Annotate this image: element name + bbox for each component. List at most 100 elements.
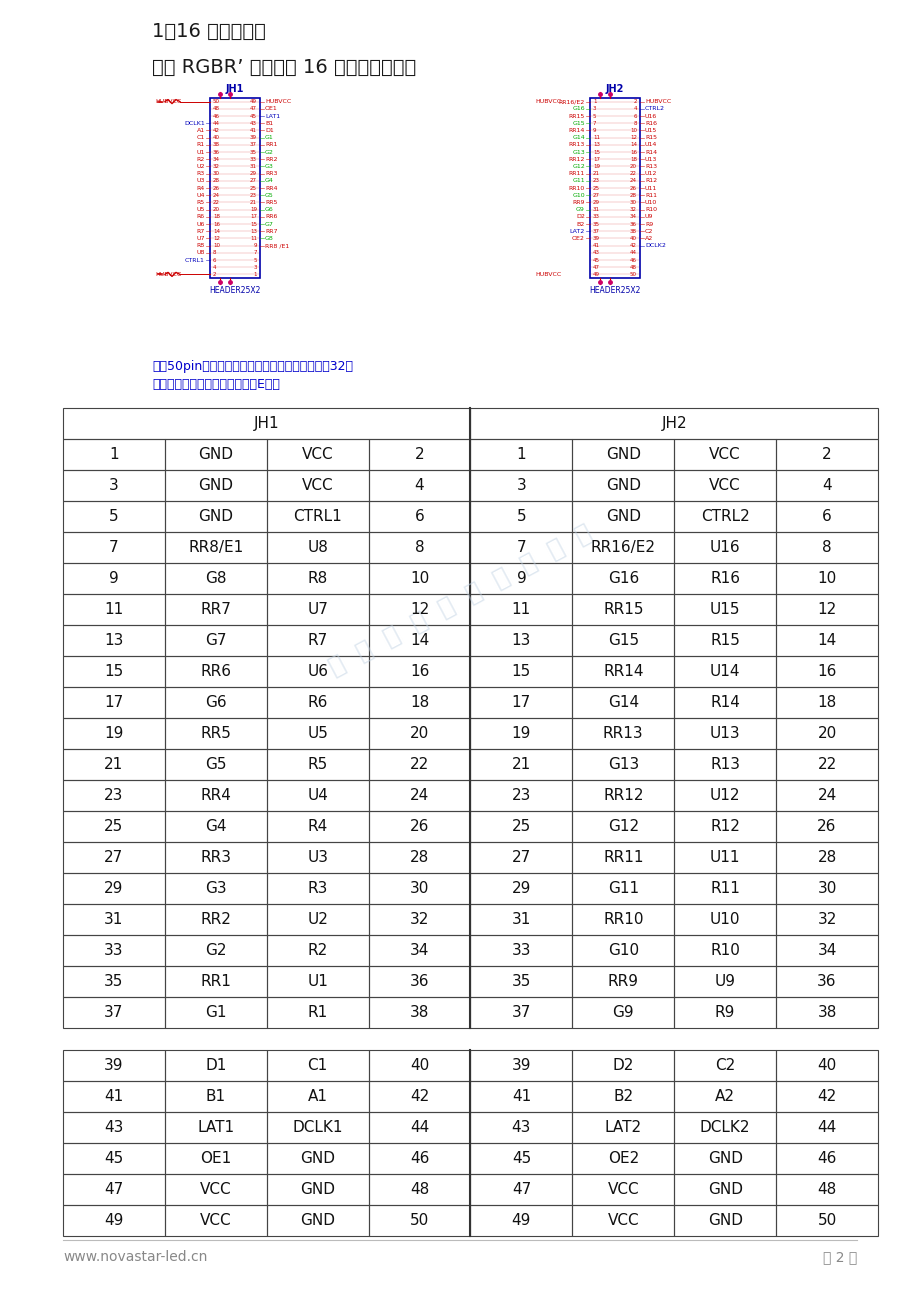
Bar: [572, 501, 674, 533]
Bar: [369, 533, 470, 562]
Bar: [62, 562, 165, 594]
Text: U10: U10: [709, 911, 740, 927]
Bar: [62, 1112, 165, 1143]
Bar: [62, 842, 165, 874]
Text: 22: 22: [213, 201, 220, 204]
Bar: [267, 1143, 369, 1174]
Text: CTRL1: CTRL1: [293, 509, 342, 523]
Text: VCC: VCC: [709, 447, 740, 462]
Text: 49: 49: [250, 99, 256, 104]
Bar: [776, 1143, 877, 1174]
Bar: [572, 966, 674, 997]
Text: U2: U2: [197, 164, 205, 169]
Text: G8: G8: [205, 572, 226, 586]
Text: 50: 50: [630, 272, 636, 277]
Text: 31: 31: [250, 164, 256, 169]
Bar: [369, 904, 470, 935]
Text: GND: GND: [707, 1213, 742, 1228]
Text: 3: 3: [593, 107, 596, 111]
Text: OE1: OE1: [200, 1151, 232, 1167]
Text: 1: 1: [516, 447, 526, 462]
Bar: [674, 562, 776, 594]
Text: R4: R4: [197, 185, 205, 190]
Text: 50: 50: [817, 1213, 835, 1228]
Text: U14: U14: [644, 142, 657, 147]
Bar: [62, 656, 165, 687]
Text: 18: 18: [410, 695, 429, 710]
Text: 48: 48: [630, 264, 636, 270]
Text: 第 2 页: 第 2 页: [822, 1250, 857, 1264]
Text: 7: 7: [109, 540, 119, 555]
Bar: [369, 501, 470, 533]
Text: 工作模式下时输出为译码信号的E信号: 工作模式下时输出为译码信号的E信号: [152, 378, 279, 391]
Text: 46: 46: [816, 1151, 836, 1167]
Text: 9: 9: [254, 243, 256, 249]
Bar: [572, 594, 674, 625]
Bar: [674, 1204, 776, 1236]
Bar: [165, 749, 267, 780]
Text: 22: 22: [410, 756, 429, 772]
Text: D1: D1: [265, 128, 274, 133]
Bar: [776, 501, 877, 533]
Text: G8: G8: [265, 236, 274, 241]
Text: G6: G6: [205, 695, 226, 710]
Text: 2: 2: [414, 447, 424, 462]
Text: LAT2: LAT2: [569, 229, 584, 233]
Text: 28: 28: [410, 850, 429, 865]
Text: 21: 21: [593, 171, 599, 176]
Text: 4: 4: [633, 107, 636, 111]
Text: DCLK2: DCLK2: [644, 243, 665, 249]
Text: R9: R9: [714, 1005, 734, 1019]
Text: RR5: RR5: [265, 201, 277, 204]
Text: 7: 7: [593, 121, 596, 126]
Bar: [572, 874, 674, 904]
Text: 32: 32: [630, 207, 636, 212]
Bar: [369, 470, 470, 501]
Text: 33: 33: [104, 943, 123, 958]
Text: RR12: RR12: [603, 788, 643, 803]
Bar: [369, 966, 470, 997]
Bar: [62, 533, 165, 562]
Text: 37: 37: [511, 1005, 530, 1019]
Text: LAT2: LAT2: [604, 1120, 641, 1135]
Text: 47: 47: [511, 1182, 530, 1197]
Bar: [470, 562, 572, 594]
Text: 8: 8: [633, 121, 636, 126]
Text: 23: 23: [250, 193, 256, 198]
Text: 47: 47: [104, 1182, 123, 1197]
Bar: [776, 1049, 877, 1081]
Bar: [165, 1112, 267, 1143]
Text: VCC: VCC: [607, 1182, 639, 1197]
Text: U5: U5: [197, 207, 205, 212]
Text: U13: U13: [644, 156, 657, 161]
Text: GND: GND: [300, 1151, 335, 1167]
Bar: [62, 439, 165, 470]
Text: 29: 29: [593, 201, 599, 204]
Bar: [267, 625, 369, 656]
Bar: [165, 997, 267, 1029]
Bar: [470, 408, 877, 439]
Bar: [674, 470, 776, 501]
Bar: [369, 749, 470, 780]
Bar: [470, 656, 572, 687]
Text: 34: 34: [410, 943, 429, 958]
Bar: [369, 842, 470, 874]
Text: R2: R2: [197, 156, 205, 161]
Bar: [470, 1204, 572, 1236]
Text: R1: R1: [197, 142, 205, 147]
Text: 19: 19: [250, 207, 256, 212]
Text: U8: U8: [197, 250, 205, 255]
Text: RR6: RR6: [265, 215, 277, 219]
Text: A1: A1: [197, 128, 205, 133]
Bar: [470, 997, 572, 1029]
Text: 14: 14: [630, 142, 636, 147]
Bar: [572, 811, 674, 842]
Bar: [267, 811, 369, 842]
Text: 43: 43: [250, 121, 256, 126]
Bar: [470, 470, 572, 501]
Text: 32: 32: [410, 911, 429, 927]
Bar: [62, 408, 470, 439]
Text: 12: 12: [410, 602, 429, 617]
Text: 45: 45: [104, 1151, 123, 1167]
Text: U5: U5: [307, 727, 328, 741]
